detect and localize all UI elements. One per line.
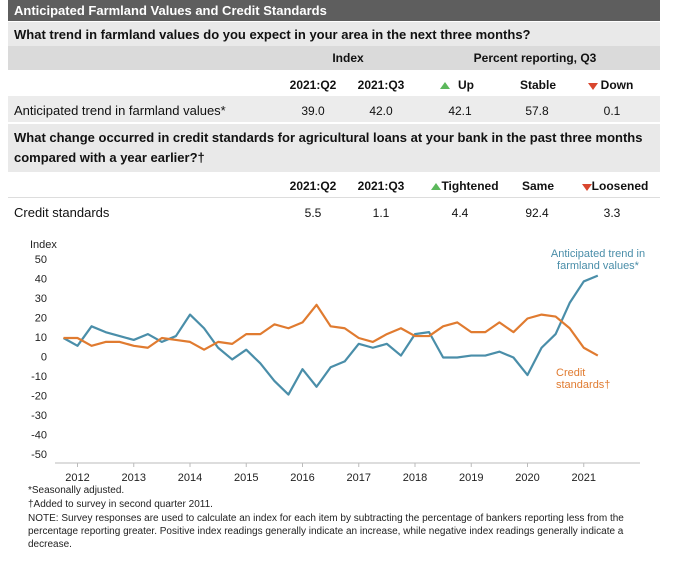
group-header: Index [332,51,364,65]
row-label: Credit standards [14,205,110,220]
annotation-line: standards† [556,379,610,391]
x-tick-label: 2015 [234,472,258,482]
cell: 3.3 [603,206,621,220]
column-header: 2021:Q3 [357,179,405,193]
question: What trend in farmland values do you exp… [14,27,531,42]
cell: 1.1 [372,206,390,220]
y-tick-label: -20 [31,390,47,402]
column-header: Up [458,78,474,92]
column-header-row: 2021:Q2 2021:Q3 Up Stable Down [8,72,660,96]
series-line [63,303,599,357]
title-bar: Anticipated Farmland Values and Credit S… [8,0,660,21]
column-header: 2021:Q3 [357,78,405,92]
x-tick-label: 2014 [178,472,202,482]
cell: 4.4 [451,206,469,220]
x-tick-label: 2021 [572,472,596,482]
column-header: 2021:Q2 [289,179,337,193]
down-icon [588,83,598,90]
y-axis-label: Index [30,239,57,251]
question-row: What change occurred in credit standards… [8,124,660,172]
y-tick-label: 20 [35,312,47,324]
cell: 5.5 [304,206,322,220]
column-header: Down [600,78,634,92]
up-icon [431,183,441,190]
column-header: Tightened [441,179,499,193]
x-tick-label: 2018 [403,472,427,482]
x-tick-label: 2020 [515,472,539,482]
up-icon [440,82,450,89]
annotation-line: Credit [556,367,585,379]
question: What change occurred in credit standards… [14,130,643,165]
x-tick-label: 2013 [122,472,146,482]
footnote: *Seasonally adjusted. [28,485,125,496]
cell: 42.1 [448,104,472,118]
y-tick-label: 30 [35,293,47,305]
x-tick-label: 2019 [459,472,483,482]
down-icon [582,184,592,191]
y-tick-label: -10 [31,371,47,383]
question-row: What trend in farmland values do you exp… [8,22,660,46]
series-line [62,274,599,396]
title: Anticipated Farmland Values and Credit S… [14,3,327,18]
y-tick-label: 0 [41,351,47,363]
column-header: Loosened [591,179,649,193]
group-header: Percent reporting, Q3 [473,51,597,65]
annotation: Credit standards† [556,367,610,391]
y-tick-label: -30 [31,410,47,422]
group-header-row: Index Percent reporting, Q3 [8,46,660,70]
column-header: Same [521,179,555,193]
x-tick-label: 2017 [347,472,371,482]
annotation: Anticipated trend in farmland values* [551,248,645,272]
y-tick-label: 10 [35,332,47,344]
data-row: Anticipated trend in farmland values* 39… [8,96,660,122]
annotation-line: Anticipated trend in [551,248,645,260]
footnote: †Added to survey in second quarter 2011. [28,499,213,510]
column-header-row: 2021:Q2 2021:Q3 Tightened Same Loosened [8,172,660,198]
y-tick-label: -40 [31,429,47,441]
y-tick-label: 50 [35,254,47,266]
cell: 57.8 [525,104,549,118]
x-tick-label: 2012 [65,472,89,482]
row-label: Anticipated trend in farmland values* [14,103,226,118]
y-tick-label: 40 [35,273,47,285]
y-tick-label: -50 [31,449,47,461]
x-tick-label: 2016 [290,472,314,482]
data-row: Credit standards 5.5 1.1 4.4 92.4 3.3 [8,199,660,225]
annotation-line: farmland values* [557,260,640,272]
chart: Index 50 40 30 20 10 0 -10 -20 -30 -40 -50 2012 2013… [30,239,645,482]
cell: 0.1 [603,104,621,118]
cell: 42.0 [369,104,393,118]
column-header: Stable [519,78,557,92]
cell: 92.4 [525,206,549,220]
footnote: NOTE: Survey responses are used to calcu… [28,513,624,550]
cell: 39.0 [301,104,325,118]
column-header: 2021:Q2 [289,78,337,92]
